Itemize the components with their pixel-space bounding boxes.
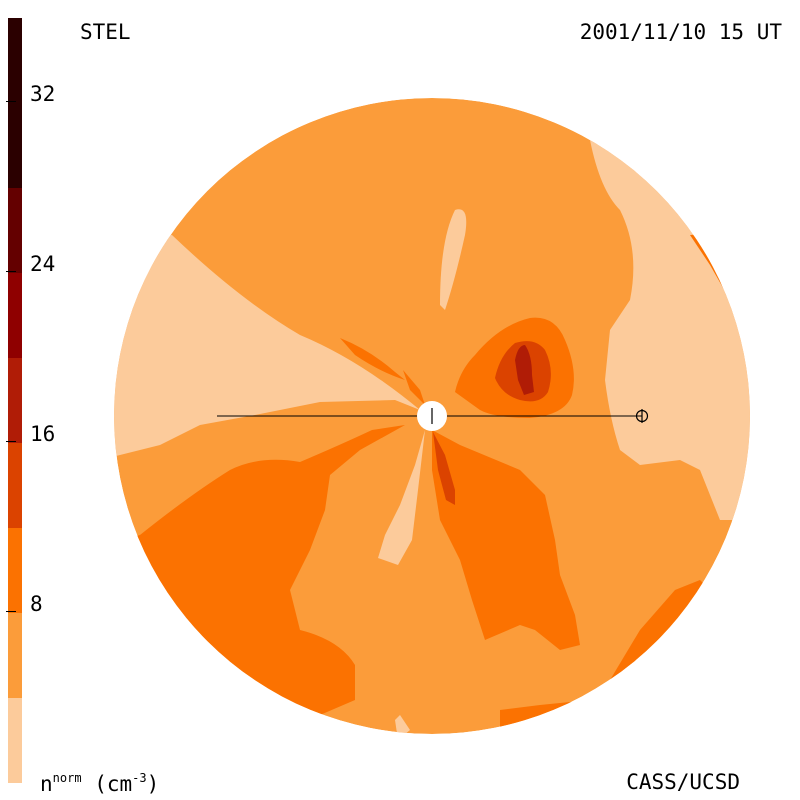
colorbar-segment <box>8 698 22 783</box>
density-region-low-west <box>114 235 420 460</box>
colorbar-unit-label: nnorm (cm-3) <box>40 771 160 796</box>
density-region-peak <box>515 345 534 395</box>
colorbar-segment <box>8 358 22 443</box>
observer-label: STEL <box>80 20 131 44</box>
colorbar-segment <box>8 528 22 613</box>
colorbar-tick-label: 32 <box>30 82 56 106</box>
colorbar-tick <box>6 611 16 612</box>
density-region-medium-bottom <box>500 700 620 734</box>
timestamp-label: 2001/11/10 15 UT <box>579 20 782 44</box>
credit-label: CASS/UCSD <box>626 770 740 794</box>
colorbar <box>8 18 22 783</box>
colorbar-segment <box>8 188 22 273</box>
colorbar-tick-label: 16 <box>30 422 56 446</box>
colorbar-tick-label: 24 <box>30 252 56 276</box>
colorbar-tick-label: 8 <box>30 592 43 616</box>
density-region-medium-southcenter <box>432 430 580 650</box>
colorbar-segment <box>8 18 22 188</box>
density-region-medium-northwest-streak <box>340 338 405 380</box>
density-region-low-north-streak <box>440 209 467 310</box>
density-region-high-south-streak <box>433 432 455 505</box>
density-region-medium-northcenter-streak <box>403 370 425 405</box>
colorbar-tick <box>6 101 16 102</box>
colorbar-tick <box>6 441 16 442</box>
colorbar-tick <box>6 271 16 272</box>
colorbar-segment <box>8 443 22 528</box>
colorbar-segment <box>8 613 22 698</box>
colorbar-segment <box>8 273 22 358</box>
density-region-low-south-streak <box>378 430 425 565</box>
